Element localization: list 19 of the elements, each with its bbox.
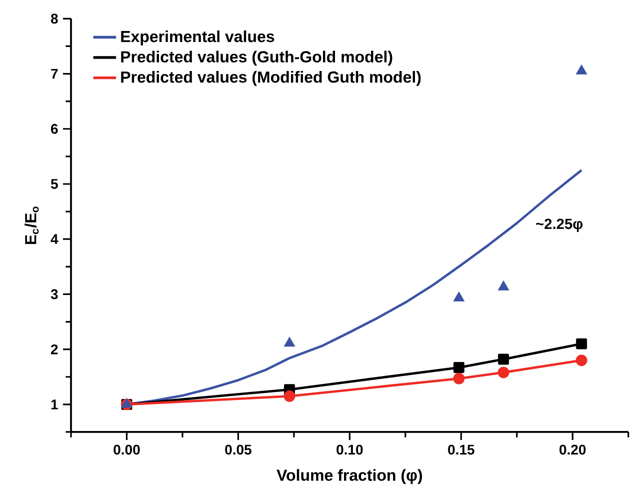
y-tick-label: 5 xyxy=(50,179,58,189)
x-tick-label: 0.20 xyxy=(560,444,586,455)
y-tick-label: 2 xyxy=(50,344,58,354)
legend-label: Experimental values xyxy=(121,30,274,46)
y-tick-label: 3 xyxy=(50,289,58,300)
y-tick-label: 4 xyxy=(50,234,58,244)
y-tick-label: 8 xyxy=(50,14,58,24)
x-tick-label: 0.05 xyxy=(225,444,252,455)
y-axis-title: E$_{c}$/E$_{o}$ xyxy=(24,206,39,244)
y-tick-label: 7 xyxy=(51,68,58,79)
x-tick-label: 0.15 xyxy=(448,444,474,455)
x-axis-title: Volume fraction (φ) xyxy=(276,469,422,484)
y-tick-label: 6 xyxy=(51,124,58,134)
legend-label: Predicted values (Guth-Gold model) xyxy=(121,50,392,66)
legend-label: Predicted values (Modified Guth model) xyxy=(121,70,421,86)
x-tick-label: 0.00 xyxy=(114,444,140,455)
annotation: ~2.25φ xyxy=(536,218,583,232)
x-tick-label: 0.10 xyxy=(336,444,363,455)
y-tick-label: 1 xyxy=(51,400,58,410)
